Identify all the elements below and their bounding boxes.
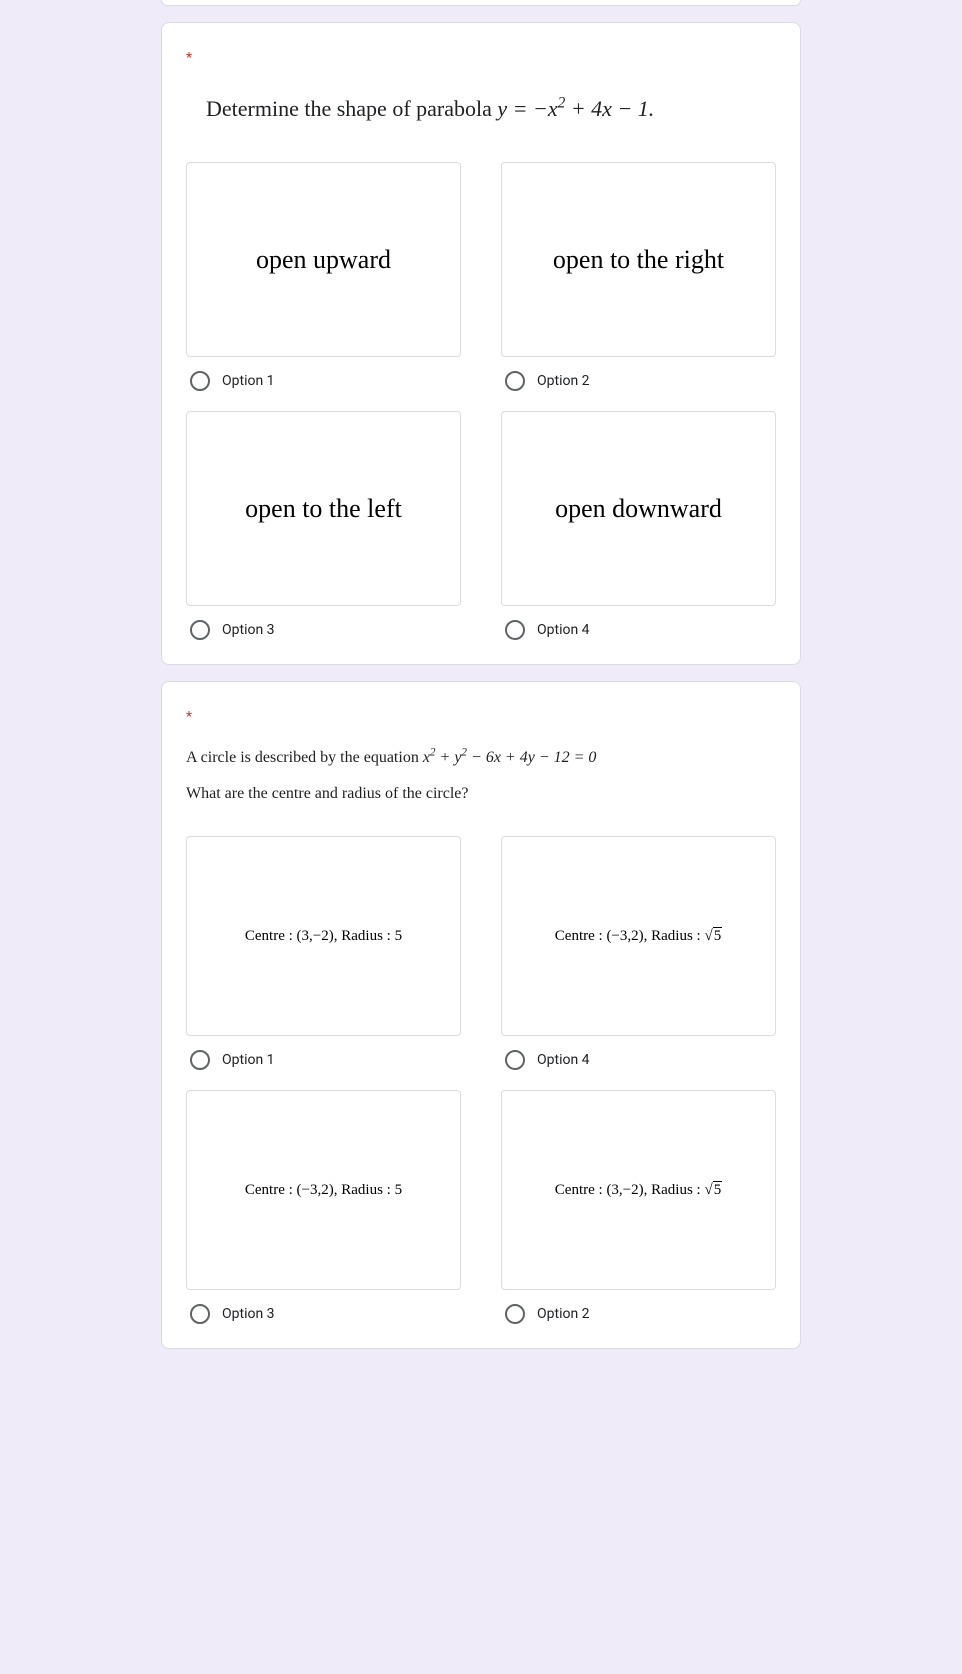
- radio-option-3[interactable]: Option 3: [186, 1304, 461, 1324]
- prompt-prefix: Determine the shape of parabola: [206, 96, 497, 121]
- option-content: open to the right: [553, 245, 724, 275]
- option-content: open downward: [555, 494, 722, 524]
- prompt-equation: x2 + y2 − 6x + 4y − 12 = 0: [423, 749, 597, 766]
- option-image-box[interactable]: Centre : (3,−2), Radius : 5: [501, 1090, 776, 1290]
- option-image-box[interactable]: Centre : (3,−2), Radius : 5: [186, 836, 461, 1036]
- option-content: Centre : (3,−2), Radius : 5: [245, 928, 402, 945]
- prompt-prefix: A circle is described by the equation: [186, 749, 423, 766]
- radio-circle-icon: [505, 620, 525, 640]
- question-text: Determine the shape of parabola y = −x2 …: [206, 96, 776, 122]
- radio-option-2[interactable]: Option 2: [501, 1304, 776, 1324]
- centre-value: (−3,2): [606, 928, 643, 944]
- options-grid: open upward Option 1 open to the right O…: [186, 162, 776, 640]
- option-image-box[interactable]: open to the left: [186, 411, 461, 606]
- centre-value: (3,−2): [297, 928, 334, 944]
- option-content: Centre : (−3,2), Radius : 5: [555, 928, 722, 945]
- sqrt-icon: [704, 1182, 712, 1198]
- radio-label: Option 4: [537, 622, 590, 638]
- option-cell: Centre : (3,−2), Radius : 5 Option 2: [501, 1090, 776, 1324]
- radius-value: 5: [395, 1182, 403, 1198]
- radio-option-1[interactable]: Option 1: [186, 371, 461, 391]
- radio-label: Option 1: [222, 373, 275, 389]
- prompt-line-1: A circle is described by the equation x2…: [186, 745, 776, 771]
- option-cell: Centre : (−3,2), Radius : 5 Option 4: [501, 836, 776, 1070]
- option-cell: open downward Option 4: [501, 411, 776, 640]
- sqrt-icon: [704, 928, 712, 944]
- radius-value: 5: [395, 928, 403, 944]
- radio-circle-icon: [190, 1304, 210, 1324]
- option-cell: Centre : (−3,2), Radius : 5 Option 3: [186, 1090, 461, 1324]
- prompt-line-2: What are the centre and radius of the ci…: [186, 781, 776, 807]
- radio-option-4[interactable]: Option 4: [501, 620, 776, 640]
- radio-circle-icon: [505, 1304, 525, 1324]
- option-image-box[interactable]: open downward: [501, 411, 776, 606]
- radio-circle-icon: [505, 371, 525, 391]
- radio-circle-icon: [190, 371, 210, 391]
- option-cell: open upward Option 1: [186, 162, 461, 391]
- radio-circle-icon: [190, 620, 210, 640]
- radio-option-4[interactable]: Option 4: [501, 1050, 776, 1070]
- question-card-2: * A circle is described by the equation …: [161, 681, 801, 1349]
- radio-option-3[interactable]: Option 3: [186, 620, 461, 640]
- centre-value: (3,−2): [606, 1182, 643, 1198]
- radio-label: Option 3: [222, 1306, 275, 1322]
- radio-option-2[interactable]: Option 2: [501, 371, 776, 391]
- option-content: Centre : (−3,2), Radius : 5: [245, 1182, 402, 1199]
- prompt-equation: y = −x2 + 4x − 1.: [497, 96, 654, 121]
- option-cell: open to the right Option 2: [501, 162, 776, 391]
- option-image-box[interactable]: Centre : (−3,2), Radius : 5: [501, 836, 776, 1036]
- radius-value: 5: [713, 927, 723, 944]
- radio-circle-icon: [190, 1050, 210, 1070]
- radio-circle-icon: [505, 1050, 525, 1070]
- radius-value: 5: [713, 1181, 723, 1198]
- option-content: open upward: [256, 245, 391, 275]
- option-image-box[interactable]: open upward: [186, 162, 461, 357]
- option-cell: open to the left Option 3: [186, 411, 461, 640]
- option-content: open to the left: [245, 494, 402, 524]
- option-image-box[interactable]: open to the right: [501, 162, 776, 357]
- required-indicator: *: [186, 709, 192, 725]
- previous-card-peek: [161, 0, 801, 6]
- options-grid: Centre : (3,−2), Radius : 5 Option 1 Cen…: [186, 836, 776, 1324]
- radio-label: Option 2: [537, 373, 590, 389]
- option-content: Centre : (3,−2), Radius : 5: [555, 1182, 722, 1199]
- question-card-1: * Determine the shape of parabola y = −x…: [161, 22, 801, 665]
- radio-option-1[interactable]: Option 1: [186, 1050, 461, 1070]
- centre-value: (−3,2): [297, 1182, 334, 1198]
- radio-label: Option 3: [222, 622, 275, 638]
- radio-label: Option 2: [537, 1306, 590, 1322]
- question-text: A circle is described by the equation x2…: [186, 745, 776, 806]
- option-image-box[interactable]: Centre : (−3,2), Radius : 5: [186, 1090, 461, 1290]
- required-indicator: *: [186, 50, 192, 66]
- option-cell: Centre : (3,−2), Radius : 5 Option 1: [186, 836, 461, 1070]
- radio-label: Option 1: [222, 1052, 275, 1068]
- radio-label: Option 4: [537, 1052, 590, 1068]
